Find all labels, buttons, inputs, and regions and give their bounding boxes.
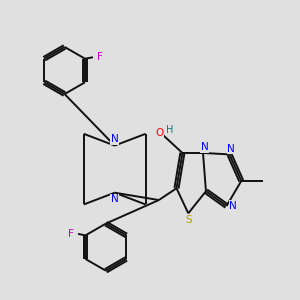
Text: N: N — [111, 194, 119, 204]
Text: F: F — [68, 229, 74, 239]
Text: N: N — [201, 142, 208, 152]
Text: H: H — [166, 125, 173, 135]
Text: N: N — [229, 201, 237, 211]
Text: N: N — [227, 143, 235, 154]
Text: F: F — [97, 52, 103, 62]
Text: O: O — [155, 128, 164, 138]
Text: N: N — [111, 134, 119, 144]
Text: S: S — [185, 215, 192, 225]
